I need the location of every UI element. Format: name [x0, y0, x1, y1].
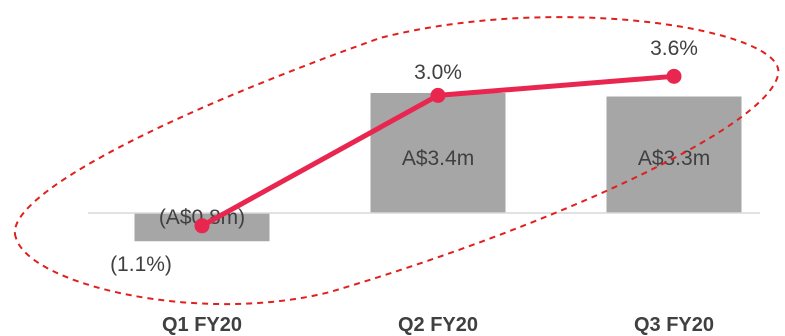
- line-labels-layer: (1.1%) 3.0% 3.6%: [110, 37, 698, 276]
- bar: [606, 96, 742, 213]
- category-label: Q3 FY20: [634, 314, 714, 336]
- bar-data-label: A$3.4m: [402, 147, 474, 170]
- line-data-label: 3.6%: [650, 37, 698, 60]
- category-axis: Q1 FY20 Q2 FY20 Q3 FY20: [162, 314, 714, 336]
- line-point: [666, 68, 682, 84]
- line-point: [430, 87, 446, 103]
- bar: [370, 92, 506, 213]
- category-label: Q2 FY20: [398, 314, 478, 336]
- category-label: Q1 FY20: [162, 314, 242, 336]
- bars-layer: [134, 92, 742, 242]
- line-data-label: 3.0%: [414, 61, 462, 84]
- highlight-ellipse: [13, 16, 780, 306]
- line-point: [194, 218, 210, 234]
- line-data-label: (1.1%): [110, 253, 172, 276]
- line-layer: [194, 68, 682, 234]
